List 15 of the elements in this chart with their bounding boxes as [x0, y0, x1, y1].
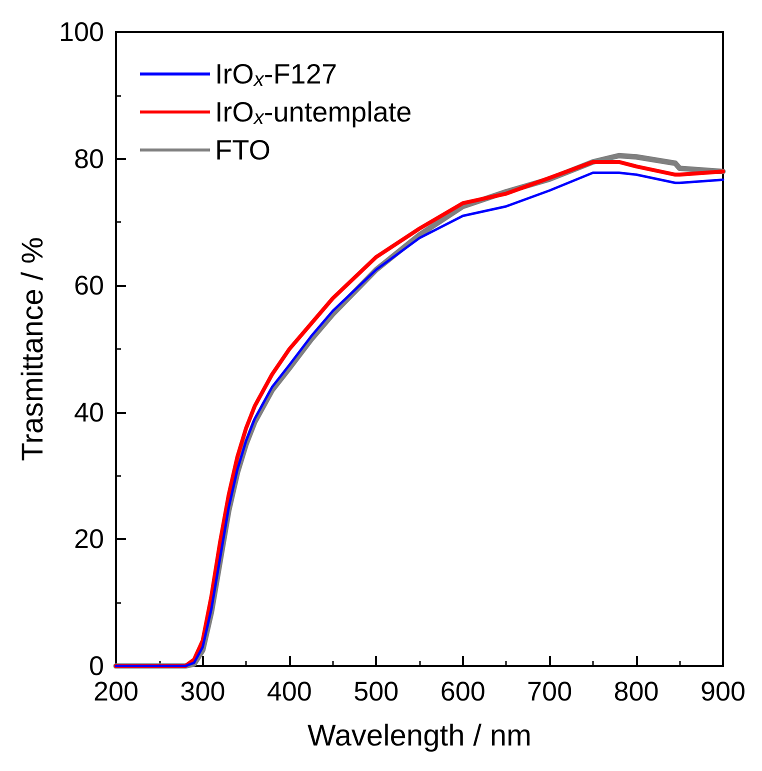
y-tick-label: 40	[74, 397, 104, 428]
y-tick-label: 60	[74, 270, 104, 301]
x-tick-label: 800	[614, 676, 659, 706]
x-tick-label: 400	[266, 676, 312, 706]
y-axis-title: Trasmittance / %	[16, 237, 50, 461]
x-tick-label: 500	[354, 676, 399, 706]
x-tick-label: 600	[440, 676, 486, 706]
y-tick-label: 100	[58, 17, 104, 47]
legend-label: FTO	[215, 134, 270, 166]
x-tick-label: 300	[180, 676, 226, 706]
x-axis-title: Wavelength / nm	[308, 720, 532, 752]
x-tick-label: 900	[700, 676, 746, 706]
x-tick-label: 700	[527, 676, 572, 706]
y-tick-label: 80	[74, 144, 104, 174]
y-tick-label: 20	[74, 524, 104, 554]
